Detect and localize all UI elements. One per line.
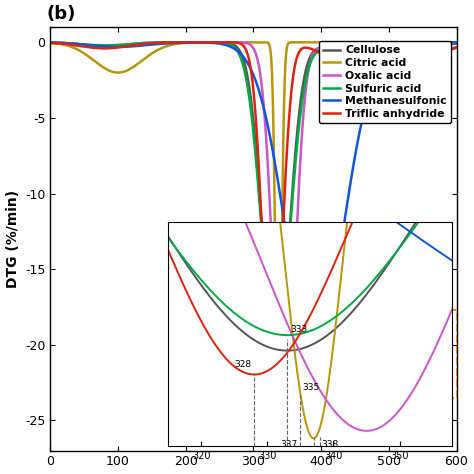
Y-axis label: DTG (%/min): DTG (%/min) xyxy=(6,190,19,288)
Bar xyxy=(412,310,456,398)
Legend: Cellulose, Citric acid, Oxalic acid, Sulfuric acid, Methanesulfonic, Triflic anh: Cellulose, Citric acid, Oxalic acid, Sul… xyxy=(319,41,451,123)
Text: (b): (b) xyxy=(46,5,76,23)
